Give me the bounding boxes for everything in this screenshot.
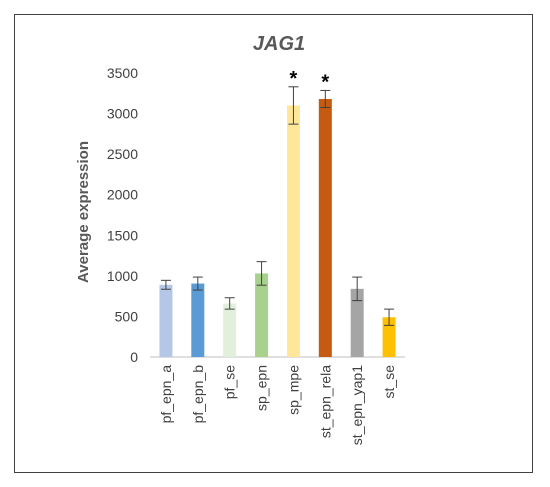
significance-star: * (290, 68, 298, 90)
bar (350, 288, 364, 357)
bar (191, 283, 205, 357)
x-axis-categories: pf_epn_a pf_epn_b pf_se sp_epn sp_mpe st_epn_… (158, 365, 397, 445)
error-bar (352, 276, 363, 302)
x-category-label: pf_epn_a (158, 365, 174, 424)
y-axis-ticks: 0 500 1000 1500 2000 2500 3000 3500 (107, 65, 138, 365)
x-category-label: pf_epn_b (190, 365, 206, 424)
bar (159, 284, 173, 357)
bar (382, 317, 396, 357)
error-bar (288, 86, 299, 125)
x-category-label: sp_epn (254, 365, 270, 411)
bar (286, 105, 300, 357)
y-tick-label: 3500 (107, 65, 138, 81)
y-tick-label: 2000 (107, 187, 138, 203)
error-bars-group (160, 86, 395, 326)
error-bar (160, 279, 171, 290)
x-category-label: st_se (381, 365, 397, 399)
error-bar (192, 276, 203, 291)
x-category-label: st_epn_yap1 (349, 365, 365, 445)
error-bar (384, 308, 395, 326)
y-tick-label: 500 (115, 308, 139, 324)
x-category-label: st_epn_rela (317, 365, 333, 438)
y-tick-label: 2500 (107, 146, 138, 162)
bars-group (159, 98, 396, 358)
bar (223, 303, 237, 357)
x-category-label: pf_se (222, 365, 238, 399)
y-tick-label: 1000 (107, 268, 138, 284)
y-tick-label: 1500 (107, 227, 138, 243)
y-axis-label: Average expression (75, 141, 92, 283)
y-tick-label: 0 (130, 349, 138, 365)
chart-title: JAG1 (253, 33, 305, 55)
bar (255, 273, 269, 357)
significance-markers: * * (290, 68, 330, 94)
x-category-label: sp_mpe (285, 365, 301, 415)
error-bar (224, 297, 235, 310)
y-tick-label: 3000 (107, 106, 138, 122)
error-bar (320, 89, 331, 108)
significance-star: * (321, 71, 329, 93)
bar (318, 98, 332, 358)
chart-frame (14, 14, 533, 473)
error-bar (256, 261, 267, 286)
